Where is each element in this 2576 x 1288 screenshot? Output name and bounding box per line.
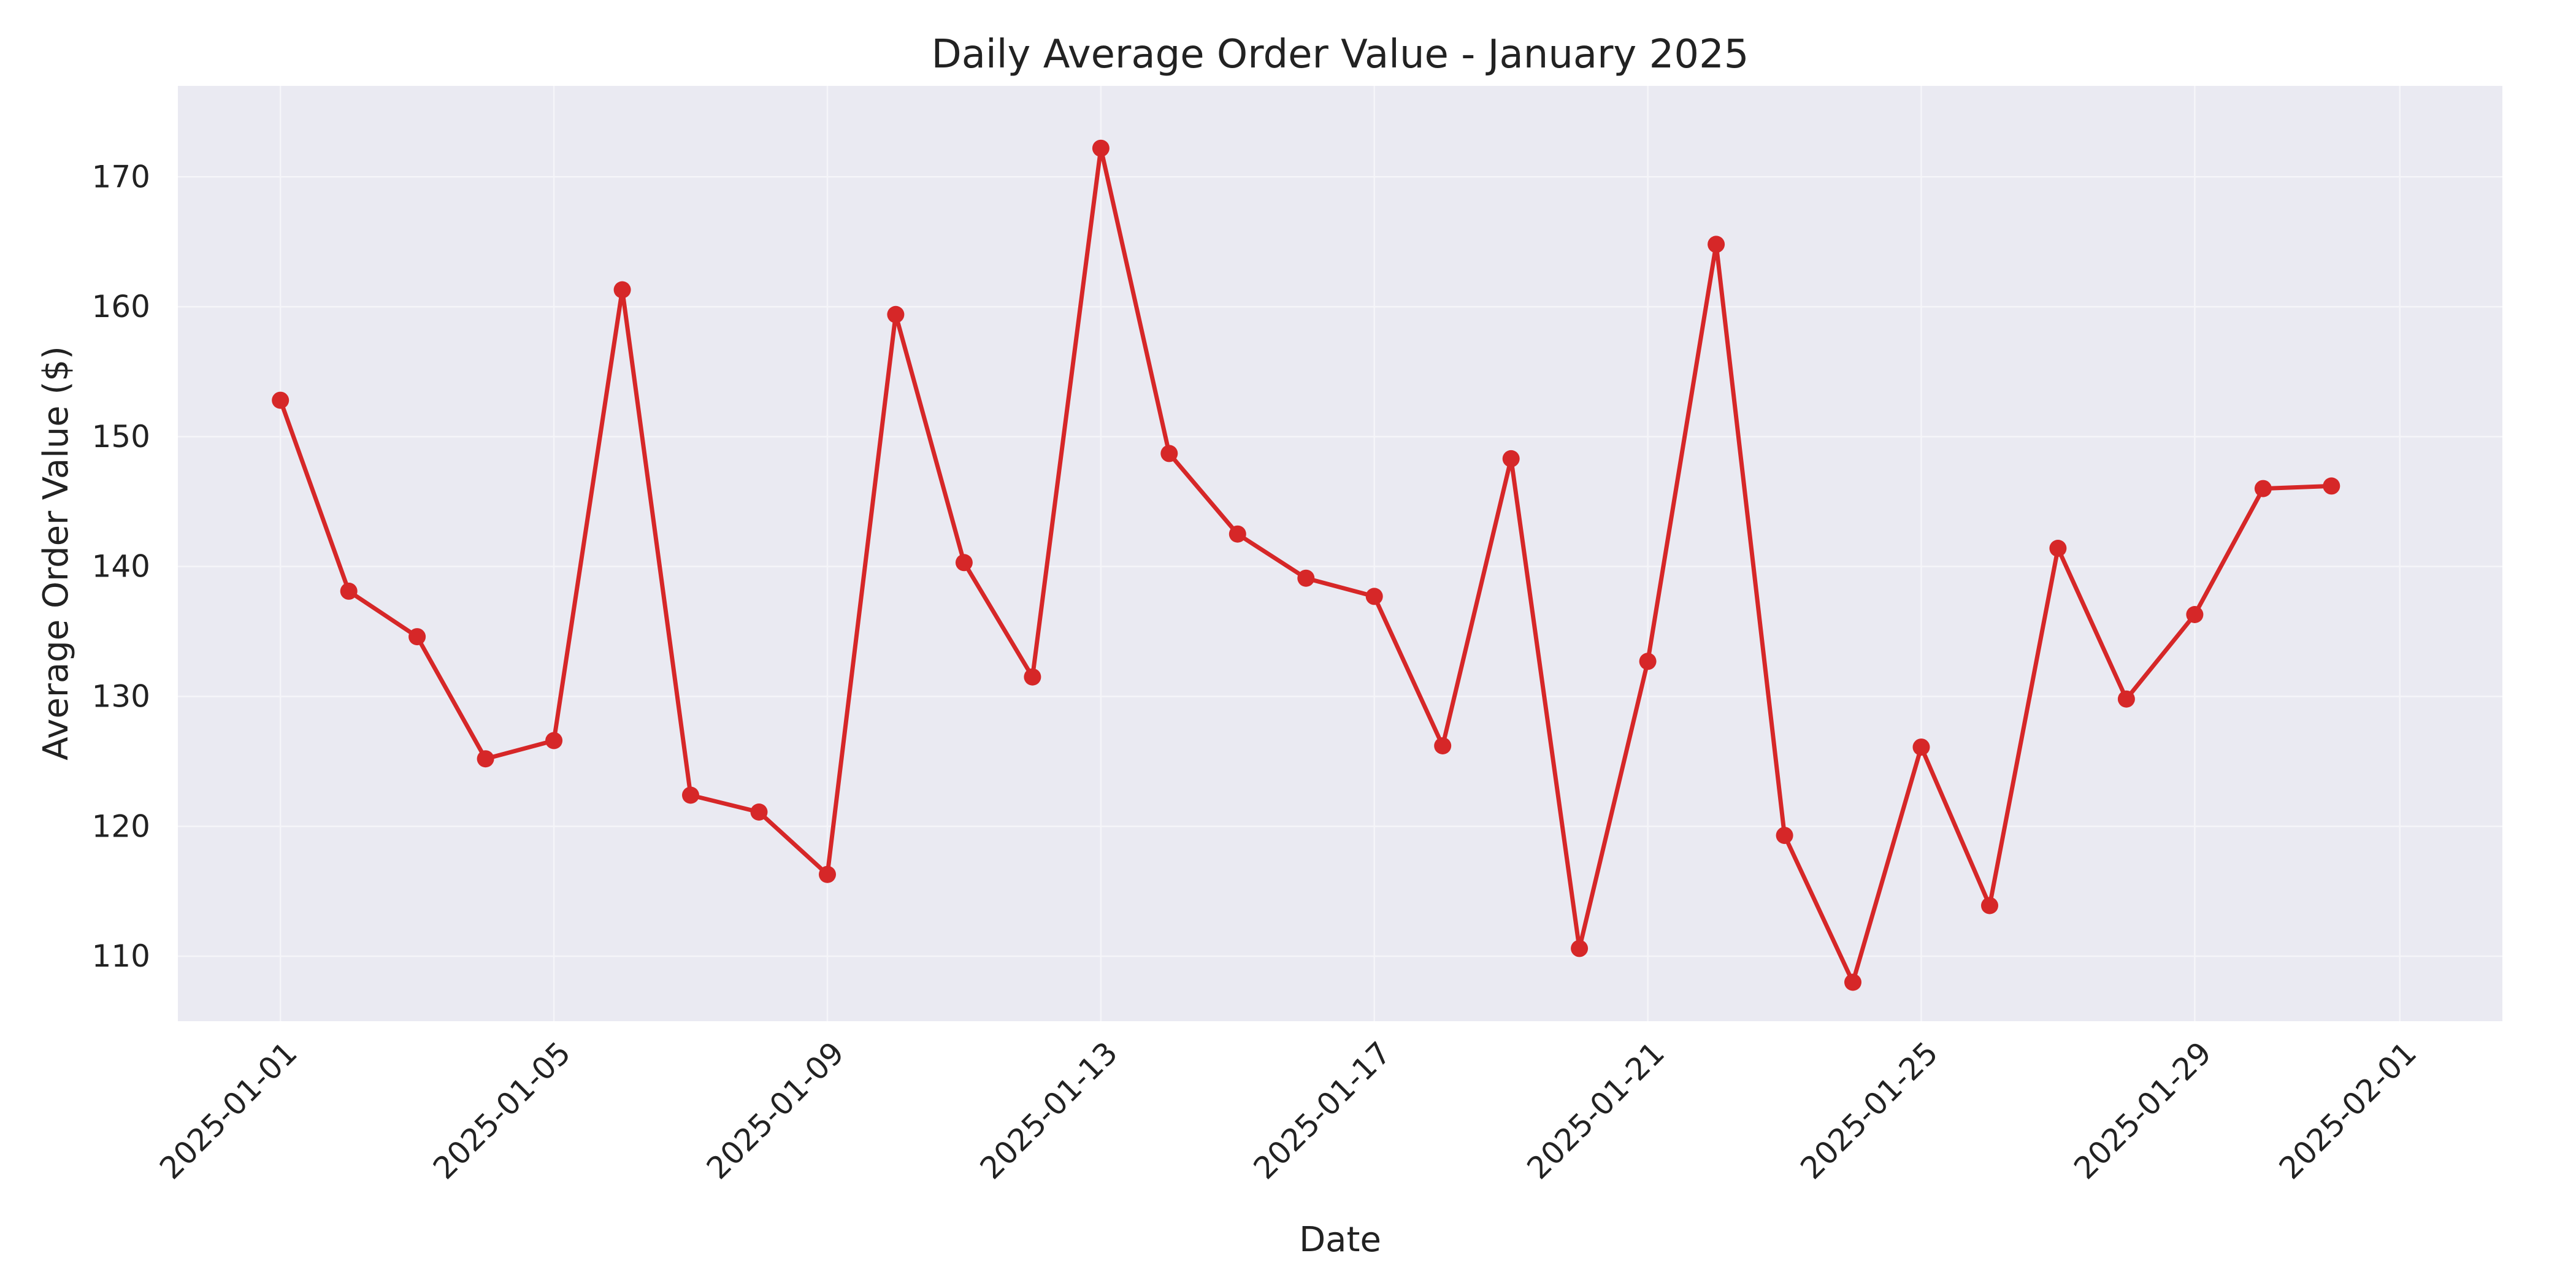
x-tick-label: 2025-01-17 <box>1247 1035 1398 1186</box>
chart-title: Daily Average Order Value - January 2025 <box>931 32 1749 77</box>
data-point <box>887 305 905 323</box>
data-point <box>477 750 494 768</box>
y-tick-label: 110 <box>92 938 150 974</box>
data-point <box>1639 653 1657 670</box>
x-axis-ticks: 2025-01-01 2025-01-05 2025-01-09 2025-01-13… <box>153 1035 2423 1186</box>
data-point <box>1229 525 1246 543</box>
y-tick-label: 150 <box>92 419 150 454</box>
data-point <box>1365 588 1383 605</box>
data-point <box>955 554 973 572</box>
y-tick-label: 140 <box>92 549 150 585</box>
data-point <box>750 803 768 821</box>
data-point <box>1092 139 1110 157</box>
data-point <box>682 786 699 804</box>
data-point <box>1981 897 1998 914</box>
data-point <box>1502 450 1520 467</box>
data-point <box>1844 973 1861 991</box>
x-tick-label: 2025-01-01 <box>153 1035 304 1186</box>
series-group <box>272 139 2340 991</box>
x-axis-label: Date <box>1299 1220 1381 1260</box>
data-point <box>1024 668 1041 686</box>
x-tick-label: 2025-01-09 <box>700 1035 851 1186</box>
y-tick-label: 130 <box>92 678 150 714</box>
data-point <box>408 628 426 646</box>
data-point <box>1297 569 1315 587</box>
x-tick-label: 2025-01-29 <box>2067 1035 2218 1186</box>
data-point <box>1160 445 1178 462</box>
data-point <box>2117 690 2135 708</box>
data-point <box>545 732 563 749</box>
plot-area <box>178 86 2502 1021</box>
x-tick-label: 2025-01-05 <box>426 1035 577 1186</box>
data-point <box>613 281 631 299</box>
y-axis-ticks: 110 120 130 140 150 160 170 <box>92 159 150 974</box>
data-point <box>1708 236 1725 253</box>
data-point <box>1434 737 1452 754</box>
y-tick-label: 160 <box>92 289 150 324</box>
data-point <box>1912 738 1930 756</box>
y-tick-label: 120 <box>92 808 150 844</box>
data-point <box>819 865 836 883</box>
x-tick-label: 2025-01-21 <box>1520 1035 1671 1186</box>
data-point <box>272 391 289 409</box>
data-point <box>1571 940 1589 957</box>
data-point <box>2049 540 2067 557</box>
grid-lines <box>178 86 2502 1021</box>
data-point <box>2323 477 2340 495</box>
data-point <box>2254 480 2272 497</box>
x-tick-label: 2025-01-25 <box>1794 1035 1945 1186</box>
x-tick-label: 2025-01-13 <box>973 1035 1124 1186</box>
data-point <box>1776 827 1793 845</box>
y-axis-label: Average Order Value ($) <box>36 346 76 761</box>
y-tick-label: 170 <box>92 159 150 194</box>
x-tick-label: 2025-02-01 <box>2272 1035 2423 1186</box>
data-point <box>340 582 358 600</box>
data-point <box>2186 606 2204 623</box>
